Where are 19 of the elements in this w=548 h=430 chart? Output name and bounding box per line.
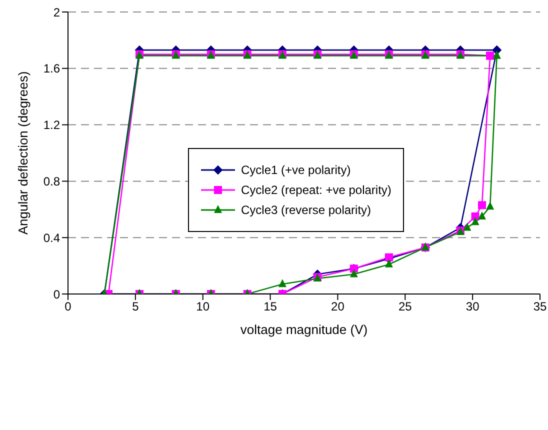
legend-label: Cycle1 (+ve polarity) bbox=[241, 163, 351, 177]
y-tick-label: 2 bbox=[53, 5, 60, 20]
y-tick-label: 1.2 bbox=[43, 118, 60, 132]
x-tick-label: 0 bbox=[64, 300, 72, 314]
x-axis-title: voltage magnitude (V) bbox=[240, 322, 368, 337]
x-tick-label: 15 bbox=[264, 300, 278, 314]
x-tick-label: 5 bbox=[132, 300, 140, 314]
y-tick-label: 0 bbox=[53, 287, 60, 302]
x-tick-label: 20 bbox=[331, 300, 345, 314]
y-tick-label: 1.6 bbox=[43, 62, 60, 76]
legend-label: Cycle3 (reverse polarity) bbox=[241, 203, 372, 217]
x-tick-label: 35 bbox=[533, 300, 547, 314]
legend-label: Cycle2 (repeat: +ve polarity) bbox=[241, 183, 392, 197]
x-tick-label: 10 bbox=[196, 300, 210, 314]
y-axis-title: Angular deflection (degrees) bbox=[16, 71, 31, 235]
x-tick-label: 30 bbox=[466, 300, 480, 314]
y-tick-label: 0.4 bbox=[43, 230, 60, 245]
x-tick-label: 25 bbox=[398, 300, 412, 314]
y-tick-label: 0.8 bbox=[43, 174, 60, 188]
